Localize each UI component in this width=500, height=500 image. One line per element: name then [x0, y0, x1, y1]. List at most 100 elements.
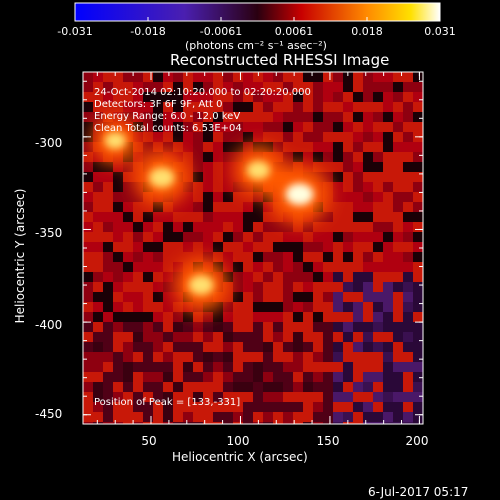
heatmap-cell: [343, 252, 353, 262]
heatmap-cell: [103, 252, 113, 262]
heatmap-cell: [133, 122, 143, 132]
heatmap-cell: [403, 152, 413, 162]
heatmap-cell: [373, 402, 383, 412]
heatmap-cell: [373, 212, 383, 222]
heatmap-cell: [103, 322, 113, 332]
heatmap-cell: [123, 102, 133, 112]
heatmap-cell: [393, 172, 403, 182]
heatmap-cell: [93, 212, 103, 222]
heatmap-cell: [263, 282, 273, 292]
heatmap-cell: [413, 422, 423, 424]
heatmap-cell: [313, 82, 323, 92]
heatmap-cell: [123, 182, 133, 192]
heatmap-cell: [303, 322, 313, 332]
heatmap-cell: [363, 422, 373, 424]
heatmap-cell: [283, 412, 293, 422]
heatmap-cell: [263, 292, 273, 302]
heatmap-cell: [163, 102, 173, 112]
heatmap-cell: [303, 242, 313, 252]
heatmap-cell: [323, 352, 333, 362]
heatmap-cell: [203, 92, 213, 102]
heatmap-cell: [393, 422, 403, 424]
heatmap-cell: [113, 222, 123, 232]
heatmap-cell: [273, 422, 283, 424]
heatmap-cell: [373, 312, 383, 322]
heatmap-cell: [203, 102, 213, 112]
heatmap-cell: [233, 232, 243, 242]
heatmap-cell: [223, 252, 233, 262]
heatmap-cell: [223, 322, 233, 332]
heatmap-cell: [193, 232, 203, 242]
heatmap-cell: [283, 142, 293, 152]
heatmap-cell: [353, 382, 363, 392]
heatmap-cell: [263, 202, 273, 212]
heatmap-cell: [93, 202, 103, 212]
heatmap-cell: [213, 392, 223, 402]
heatmap-cell: [353, 232, 363, 242]
heatmap-cell: [223, 422, 233, 424]
footer-date: 6-Jul-2017 05:17: [368, 485, 469, 499]
heatmap-cell: [293, 222, 303, 232]
heatmap-cell: [393, 282, 403, 292]
heatmap-cell: [253, 332, 263, 342]
heatmap-cell: [333, 262, 343, 272]
heatmap-cell: [93, 242, 103, 252]
heatmap-cell: [353, 252, 363, 262]
heatmap-cell: [223, 312, 233, 322]
heatmap-cell: [243, 232, 253, 242]
heatmap-cell: [183, 322, 193, 332]
heatmap-cell: [283, 362, 293, 372]
heatmap-cell: [313, 412, 323, 422]
heatmap-cell: [253, 242, 263, 252]
heatmap-cell: [173, 352, 183, 362]
heatmap-cell: [313, 162, 323, 172]
heatmap-cell: [243, 262, 253, 272]
heatmap-cell: [413, 282, 423, 292]
heatmap-cell: [373, 72, 383, 82]
heatmap-cell: [103, 182, 113, 192]
heatmap-cell: [223, 352, 233, 362]
heatmap-cell: [203, 212, 213, 222]
heatmap-cell: [83, 202, 93, 212]
heatmap-cell: [143, 232, 153, 242]
heatmap-cell: [413, 372, 423, 382]
heatmap-cell: [203, 112, 213, 122]
heatmap-cell: [373, 92, 383, 102]
heatmap-cell: [313, 272, 323, 282]
heatmap-cell: [123, 112, 133, 122]
heatmap-cell: [303, 232, 313, 242]
heatmap-cell: [83, 222, 93, 232]
heatmap-cell: [353, 92, 363, 102]
heatmap-cell: [223, 362, 233, 372]
heatmap-cell: [303, 252, 313, 262]
heatmap-cell: [213, 342, 223, 352]
heatmap-cell: [163, 332, 173, 342]
heatmap-cell: [223, 372, 233, 382]
heatmap-cell: [283, 112, 293, 122]
heatmap-cell: [183, 412, 193, 422]
heatmap-cell: [323, 232, 333, 242]
heatmap-cell: [303, 132, 313, 142]
heatmap-cell: [353, 212, 363, 222]
heatmap-cell: [373, 342, 383, 352]
heatmap-cell: [323, 92, 333, 102]
heatmap-cell: [113, 362, 123, 372]
heatmap-cell: [173, 222, 183, 232]
heatmap-cell: [113, 92, 123, 102]
heatmap-cell: [163, 142, 173, 152]
heatmap-cell: [333, 372, 343, 382]
heatmap-cell: [153, 372, 163, 382]
heatmap-cell: [393, 142, 403, 152]
heatmap-cell: [83, 402, 93, 412]
x-tick-label: 100: [226, 434, 250, 448]
heatmap-cell: [253, 92, 263, 102]
heatmap-cell: [393, 302, 403, 312]
heatmap-cell: [173, 402, 183, 412]
heatmap-cell: [103, 162, 113, 172]
heatmap-cell: [403, 122, 413, 132]
heatmap-cell: [173, 92, 183, 102]
heatmap-cell: [193, 162, 203, 172]
heatmap-cell: [163, 82, 173, 92]
heatmap-cell: [203, 422, 213, 424]
heatmap-cell: [413, 332, 423, 342]
